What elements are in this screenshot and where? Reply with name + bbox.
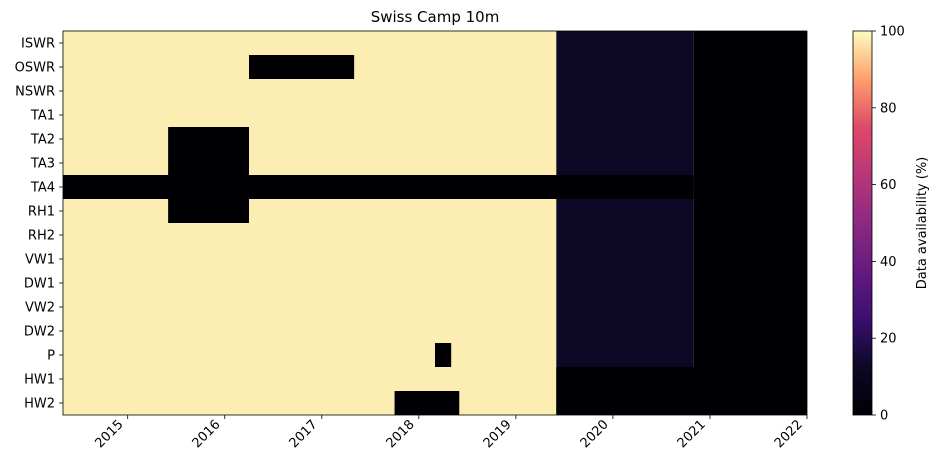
x-tick-label: 2022 — [772, 417, 806, 451]
y-tick-label: NSWR — [15, 85, 55, 100]
colorbar — [852, 30, 873, 416]
heatmap-cells — [63, 31, 807, 415]
heatmap-gap — [556, 367, 807, 391]
y-tick-label: DW2 — [24, 325, 55, 340]
colorbar-tick-label: 0 — [880, 409, 888, 424]
heatmap-gap — [394, 391, 460, 415]
x-tick-label: 2019 — [481, 417, 515, 451]
x-tick-label: 2021 — [675, 417, 709, 451]
y-tick-label: OSWR — [15, 61, 55, 76]
y-tick-label: RH1 — [28, 205, 55, 220]
y-tick-label: TA3 — [30, 157, 55, 172]
plot-frame — [62, 30, 808, 416]
x-axis: 2015 2016 2017 2018 2019 2020 2021 2022 — [93, 415, 808, 451]
y-tick-label: HW2 — [24, 397, 55, 412]
colorbar-tick-label: 100 — [880, 25, 905, 40]
heatmap-gap — [435, 343, 452, 367]
colorbar-ticks: 0 20 40 60 80 100 — [872, 25, 905, 424]
heatmap-gap — [556, 391, 807, 415]
y-tick-label: ISWR — [21, 37, 55, 52]
heatmap-band — [556, 31, 694, 415]
y-tick-label: HW1 — [24, 373, 55, 388]
colorbar-label: Data availability (%) — [915, 157, 930, 290]
y-tick-label: TA2 — [30, 133, 55, 148]
y-tick-label: DW1 — [24, 277, 55, 292]
x-tick-label: 2018 — [384, 417, 418, 451]
y-tick-label: TA1 — [30, 109, 55, 124]
heatmap-gap — [63, 175, 694, 199]
y-axis: ISWR OSWR NSWR TA1 TA2 TA3 TA4 RH1 RH2 VW1 DW1 VW2 D… — [15, 37, 63, 412]
colorbar-tick-label: 20 — [880, 332, 897, 347]
heatmap-gap — [168, 151, 249, 175]
colorbar-tick-label: 80 — [880, 101, 897, 116]
colorbar-tick-label: 60 — [880, 178, 897, 193]
heatmap-band — [63, 31, 557, 415]
heatmap-band — [693, 31, 807, 415]
y-tick-label: P — [47, 349, 55, 364]
y-tick-label: TA4 — [30, 181, 55, 196]
heatmap-gap — [249, 55, 355, 79]
x-tick-label: 2016 — [190, 417, 224, 451]
colorbar-tick-label: 40 — [880, 255, 897, 270]
x-tick-label: 2020 — [578, 417, 612, 451]
heatmap-gap — [168, 199, 249, 223]
y-tick-label: VW1 — [25, 253, 55, 268]
x-tick-label: 2015 — [93, 417, 127, 451]
y-tick-label: VW2 — [25, 301, 55, 316]
chart-title: Swiss Camp 10m — [371, 8, 500, 26]
heatmap-gap — [168, 127, 249, 151]
y-tick-label: RH2 — [28, 229, 55, 244]
x-tick-label: 2017 — [287, 417, 321, 451]
